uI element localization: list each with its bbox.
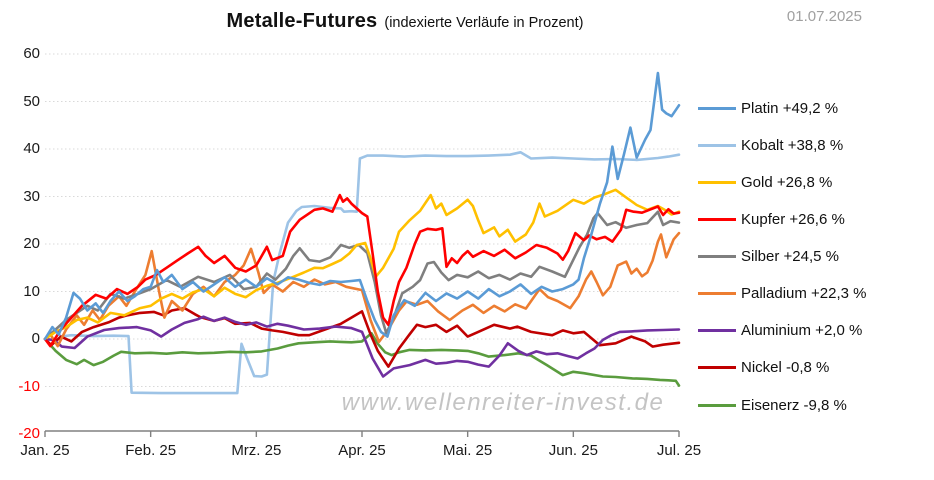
legend-line-icon [698,255,736,258]
series-line-palladium [43,231,681,348]
legend-label: Nickel -0,8 % [741,359,830,377]
legend-label: Silber +24,5 % [741,248,839,265]
legend-item-silber: Silber +24,5 % [698,247,839,267]
y-axis-label-40: 40 [23,140,40,157]
legend-line-icon [698,366,736,370]
legend-line-icon [698,292,736,296]
legend-line-icon [698,403,736,407]
y-axis-label-0: 0 [31,330,40,347]
x-axis-label-3: Mrz. 25 [231,442,282,459]
y-axis-label-10: 10 [23,282,40,300]
x-axis-label-2: Feb. 25 [125,442,177,459]
y-axis-label--20: -20 [18,425,40,442]
chart-title: Metalle-Futures [226,10,378,32]
legend-label: Aluminium +2,0 % [741,322,863,340]
chart-subtitle: (indexierte Verläufe in Prozent) [384,15,584,31]
y-axis-label--10: -10 [18,377,40,395]
date-label: 01.07.2025 [786,8,862,25]
series-line-eisenerz [43,331,681,387]
legend-line-icon [698,217,736,221]
legend-label: Eisenerz -9,8 % [741,396,847,414]
legend-label: Kupfer +26,6 % [741,210,845,228]
legend-line-icon [698,106,736,110]
legend-line-icon [698,143,736,147]
y-axis-label-30: 30 [23,187,40,205]
watermark: www.wellenreiter-invest.de [341,389,665,416]
legend-item-palladium: Palladium +22,3 % [698,284,867,304]
legend-item-eisenerz: Eisenerz -9,8 % [698,395,847,415]
x-axis-label-6: Jun. 25 [548,442,598,459]
legend-label: Kobalt +38,8 % [741,136,844,154]
legend-label: Palladium +22,3 % [741,285,867,303]
y-axis-label-20: 20 [23,235,40,252]
legend-item-gold: Gold +26,8 % [698,172,832,192]
legend-line-icon [698,329,736,333]
legend-item-nickel: Nickel -0,8 % [698,358,829,378]
series-line-kupfer [43,193,681,348]
legend: Platin +49,2 % Kobalt +38,8 % Gold +26,8 %… [698,0,934,480]
x-axis-label-1: Jan. 25 [20,442,70,459]
legend-item-kobalt: Kobalt +38,8 % [698,135,843,155]
legend-line-icon [698,180,736,184]
legend-item-kupfer: Kupfer +26,6 % [698,209,845,229]
series-line-silber [43,210,681,341]
x-axis-label-7: Jul. 25 [656,442,702,459]
legend-item-platin: Platin +49,2 % [698,98,838,118]
legend-label: Gold +26,8 % [741,173,833,191]
x-axis-label-5: Mai. 25 [443,442,493,459]
legend-item-aluminium: Aluminium +2,0 % [698,321,862,341]
series-line-gold [43,188,681,341]
series-line-platin [43,71,681,341]
legend-label: Platin +49,2 % [741,99,839,117]
series-line-aluminium [43,315,681,378]
chart-header: Metalle-Futures (indexierte Verläufe in … [0,10,810,33]
series-line-kobalt [43,151,681,395]
y-axis-label-60: 60 [23,45,40,62]
series-line-nickel [43,306,681,368]
x-axis-label-4: Apr. 25 [338,442,386,459]
y-axis-label-50: 50 [23,92,40,110]
